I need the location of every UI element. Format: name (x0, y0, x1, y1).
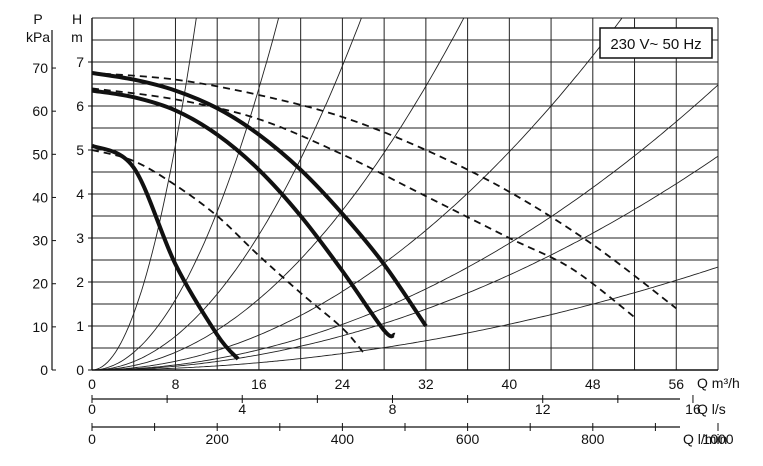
x-axis-ls-label: Q l/s (697, 401, 726, 417)
system-curve (92, 155, 719, 371)
pressure-tick-label: 10 (32, 319, 48, 335)
system-curve (92, 17, 623, 371)
system-curve (92, 17, 362, 371)
axis-labels: P kPa H m Q m³/h Q l/s Q l/min (26, 11, 740, 447)
ls-tick-label: 12 (535, 401, 551, 417)
pump-curve-4 (91, 149, 364, 353)
system-curve (91, 17, 197, 371)
pressure-axis-unit: kPa (26, 29, 50, 45)
lmin-tick-label: 0 (88, 431, 96, 447)
pressure-tick-label: 40 (32, 189, 48, 205)
m3h-tick-label: 40 (502, 376, 518, 392)
lmin-tick-label: 1000 (702, 431, 733, 447)
lmin-tick-label: 800 (581, 431, 605, 447)
head-tick-label: 0 (76, 362, 84, 378)
lmin-tick-label: 600 (456, 431, 480, 447)
x-axis-lmin-label: Q l/min (683, 431, 727, 447)
pump-curve-3 (91, 71, 428, 328)
m3h-tick-label: 32 (418, 376, 434, 392)
pressure-tick-label: 60 (32, 103, 48, 119)
ls-tick-label: 16 (685, 401, 701, 417)
ls-tick-label: 4 (238, 401, 246, 417)
head-axis-unit: m (71, 29, 83, 45)
pressure-axis-label: P (33, 11, 42, 27)
system-curve (92, 17, 465, 371)
m3h-tick-label: 16 (251, 376, 267, 392)
pressure-tick-label: 30 (32, 233, 48, 249)
grid (92, 17, 719, 370)
pump-curve-1 (91, 143, 240, 361)
pressure-tick-label: 0 (40, 362, 48, 378)
pump-curve-2 (91, 88, 396, 339)
head-tick-label: 5 (76, 142, 84, 158)
x-axis-m3h-label: Q m³/h (697, 375, 740, 391)
head-tick-label: 4 (76, 186, 84, 202)
ls-tick-label: 8 (389, 401, 397, 417)
series-group (91, 71, 677, 361)
head-tick-label: 2 (76, 274, 84, 290)
pump-curve-5 (91, 87, 636, 318)
lmin-tick-label: 200 (206, 431, 230, 447)
m3h-tick-label: 48 (585, 376, 601, 392)
pump-curve-6 (91, 72, 677, 310)
system-curve (92, 266, 719, 371)
system-curve (92, 84, 719, 371)
head-tick-label: 3 (76, 230, 84, 246)
pressure-tick-label: 70 (32, 60, 48, 76)
m3h-tick-label: 24 (335, 376, 351, 392)
pressure-tick-label: 50 (32, 146, 48, 162)
head-tick-label: 1 (76, 318, 84, 334)
ls-tick-label: 0 (88, 401, 96, 417)
head-tick-label: 6 (76, 98, 84, 114)
m3h-tick-label: 56 (668, 376, 684, 392)
pressure-tick-label: 20 (32, 276, 48, 292)
m3h-tick-label: 8 (172, 376, 180, 392)
annotation-box: 230 V~ 50 Hz (599, 27, 713, 59)
annotation-text: 230 V~ 50 Hz (610, 36, 701, 53)
lmin-tick-label: 400 (331, 431, 355, 447)
head-tick-label: 7 (76, 54, 84, 70)
head-axis-label: H (72, 11, 82, 27)
m3h-tick-label: 0 (88, 376, 96, 392)
